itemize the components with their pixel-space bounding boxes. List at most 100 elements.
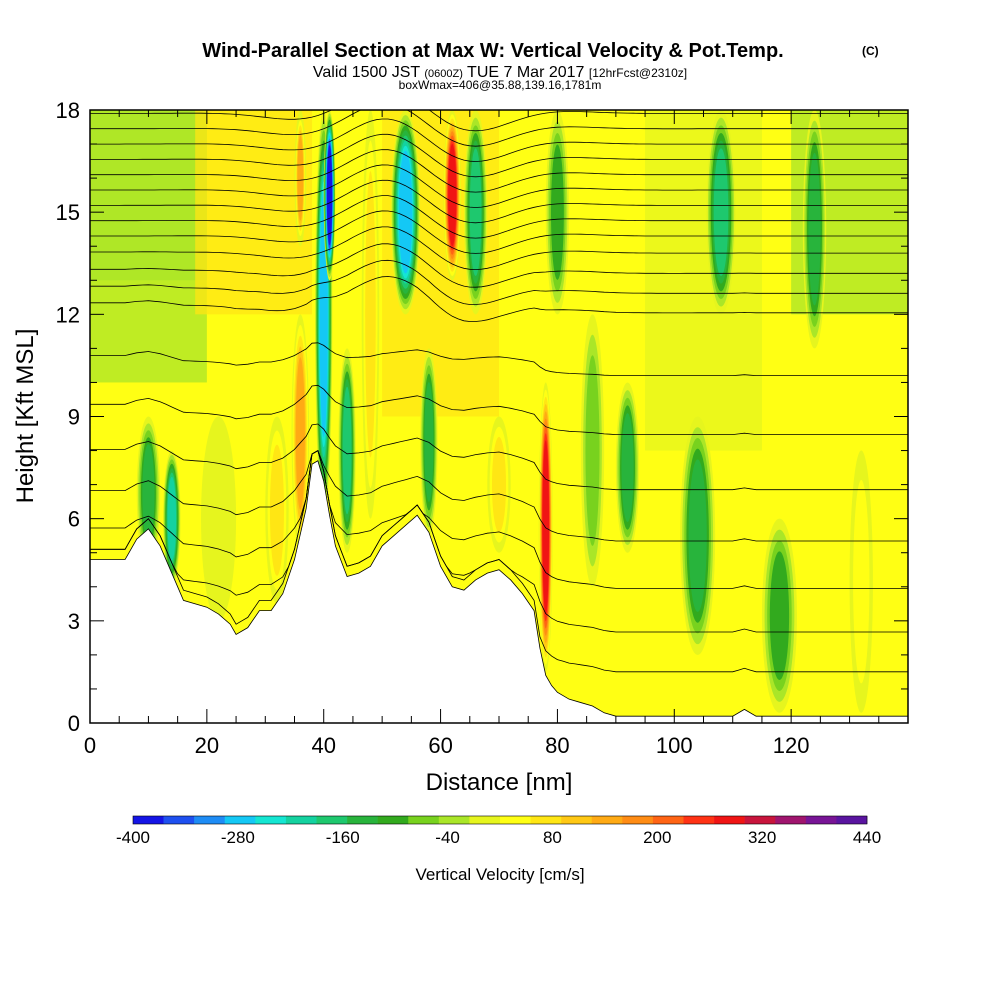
theta-contour bbox=[90, 423, 908, 491]
theta-contour bbox=[90, 449, 908, 633]
theta-contour bbox=[90, 110, 908, 147]
velocity-level bbox=[398, 150, 413, 274]
colorbar-swatch bbox=[591, 816, 623, 824]
colorbar-swatch bbox=[805, 816, 837, 824]
colorbar-swatch bbox=[744, 816, 776, 824]
velocity-feature bbox=[849, 450, 873, 713]
velocity-feature bbox=[291, 314, 310, 553]
velocity-level bbox=[469, 148, 482, 277]
colorbar-tick-label: -160 bbox=[326, 828, 360, 847]
terrain-mask bbox=[90, 460, 908, 723]
velocity-level bbox=[342, 386, 352, 515]
colorbar-swatch bbox=[469, 816, 501, 824]
theta-contour bbox=[90, 210, 908, 254]
colorbar-swatch bbox=[561, 816, 593, 824]
x-tick-label: 100 bbox=[656, 733, 693, 758]
x-tick-label: 60 bbox=[428, 733, 452, 758]
background-band bbox=[90, 110, 207, 383]
velocity-feature bbox=[323, 110, 336, 281]
background-band bbox=[195, 110, 313, 315]
velocity-level bbox=[142, 444, 155, 543]
colorbar-swatch bbox=[408, 816, 440, 824]
theta-contours bbox=[90, 110, 908, 673]
theta-contour bbox=[90, 133, 908, 178]
velocity-feature bbox=[680, 416, 716, 655]
velocity-level bbox=[365, 171, 376, 458]
velocity-feature bbox=[390, 110, 421, 315]
colorbar-swatch bbox=[500, 816, 531, 824]
y-tick-label: 15 bbox=[56, 200, 80, 225]
velocity-level bbox=[297, 135, 304, 221]
velocity-level bbox=[491, 436, 507, 533]
theta-contour bbox=[90, 195, 908, 239]
velocity-level bbox=[808, 152, 821, 306]
velocity-level bbox=[688, 459, 707, 612]
y-tick-label: 18 bbox=[56, 98, 80, 123]
colorbar-swatch bbox=[316, 816, 348, 824]
velocity-feature bbox=[615, 382, 640, 553]
colorbar-tick-label: 440 bbox=[853, 828, 881, 847]
x-tick-label: 40 bbox=[311, 733, 335, 758]
subtitle-fcst: [12hrFcst@2310z] bbox=[589, 66, 687, 80]
colorbar-swatch bbox=[836, 816, 868, 824]
colorbar-swatch bbox=[133, 816, 164, 824]
colorbar-tick-label: -400 bbox=[116, 828, 150, 847]
colorbar-swatch bbox=[683, 816, 715, 824]
theta-contour bbox=[90, 449, 908, 589]
colorbar-frame bbox=[132, 815, 868, 825]
plot-area bbox=[90, 110, 908, 723]
chart-subtitle: Valid 1500 JST (0600Z) TUE 7 Mar 2017 [1… bbox=[313, 64, 687, 81]
colorbar-swatch bbox=[652, 816, 684, 824]
velocity-feature bbox=[802, 110, 827, 349]
theta-contour bbox=[90, 164, 908, 208]
colorbar-swatch bbox=[285, 816, 317, 824]
velocity-feature bbox=[338, 348, 356, 553]
colorbar-swatch bbox=[347, 816, 378, 824]
velocity-feature bbox=[443, 110, 462, 281]
subtitle-valid: Valid 1500 JST bbox=[313, 64, 421, 81]
y-tick-label: 12 bbox=[56, 302, 80, 327]
velocity-feature bbox=[487, 416, 511, 553]
theta-contour bbox=[90, 149, 908, 193]
colorbar-swatch bbox=[224, 816, 256, 824]
theta-contour bbox=[90, 342, 908, 376]
chart-title: Wind-Parallel Section at Max W: Vertical… bbox=[202, 40, 783, 62]
x-tick-label: 20 bbox=[195, 733, 219, 758]
colorbar-swatch bbox=[377, 816, 409, 824]
velocity-level bbox=[621, 413, 634, 523]
colorbar-swatch bbox=[622, 816, 654, 824]
colorbar-swatch bbox=[775, 816, 807, 824]
theta-contour bbox=[90, 450, 908, 542]
colorbar-tick-label: 80 bbox=[543, 828, 562, 847]
theta-contour bbox=[90, 179, 908, 224]
velocity-level bbox=[167, 476, 177, 561]
theta-contour bbox=[90, 110, 908, 132]
x-axis-ticks: 0 20 40 60 80 100 120 bbox=[84, 110, 909, 758]
velocity-level bbox=[326, 145, 333, 246]
velocity-feature bbox=[463, 110, 488, 315]
theta-contour bbox=[90, 276, 908, 322]
colorbar-swatch bbox=[714, 816, 745, 824]
theta-contour bbox=[90, 384, 908, 435]
velocity-level bbox=[769, 551, 790, 681]
velocity-feature bbox=[265, 416, 289, 604]
colorbar-swatch bbox=[194, 816, 226, 824]
velocity-level bbox=[295, 357, 305, 510]
y-tick-label: 0 bbox=[68, 711, 80, 736]
y-axis-ticks: 0 3 6 9 12 15 18 bbox=[56, 98, 908, 736]
colorbar-swatch bbox=[530, 816, 562, 824]
velocity-feature bbox=[294, 110, 307, 247]
velocity-feature bbox=[361, 110, 380, 519]
velocity-feature bbox=[706, 110, 736, 315]
theta-contour bbox=[90, 243, 908, 288]
colorbar-swatch bbox=[438, 816, 470, 824]
theta-contour bbox=[90, 118, 908, 162]
velocity-level bbox=[551, 144, 564, 280]
theta-contour bbox=[90, 259, 908, 305]
velocity-feature bbox=[201, 416, 237, 621]
velocity-level bbox=[713, 148, 729, 277]
copyright-mark: (C) bbox=[862, 44, 879, 58]
x-tick-label: 120 bbox=[773, 733, 810, 758]
x-tick-label: 0 bbox=[84, 733, 96, 758]
